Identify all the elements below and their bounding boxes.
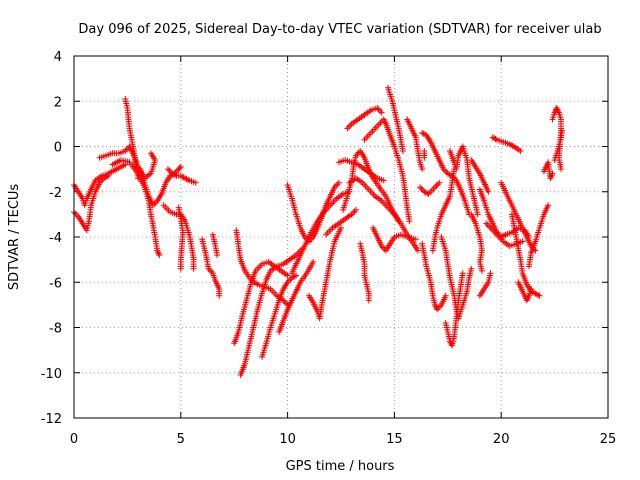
- data-point-track-15: [291, 273, 298, 280]
- data-point-track-03: [147, 150, 154, 157]
- data-point-track-17: [335, 179, 342, 186]
- x-tick-label-5: 5: [177, 432, 185, 447]
- data-point-track-38: [485, 188, 492, 195]
- data-point-track-41: [519, 238, 526, 245]
- data-point-track-22: [414, 247, 421, 254]
- y-tick-label-neg2: -2: [49, 186, 62, 201]
- data-point-track-07: [192, 179, 199, 186]
- data-point-track-07: [172, 172, 179, 179]
- data-point-track-50: [559, 127, 566, 134]
- x-tick-label-25: 25: [600, 432, 617, 447]
- data-point-track-49: [558, 166, 564, 173]
- data-point-track-39: [487, 270, 494, 277]
- y-tick-label-0: 0: [54, 141, 62, 156]
- x-tick-label-15: 15: [386, 432, 403, 447]
- data-point-track-45: [535, 292, 542, 299]
- chart-title: Day 096 of 2025, Sidereal Day-to-day VTE…: [78, 22, 601, 37]
- data-point-track-47: [545, 202, 552, 209]
- data-point-track-43: [517, 148, 524, 154]
- x-tick-label-0: 0: [70, 432, 78, 447]
- data-point-track-48: [549, 170, 556, 177]
- data-point-track-15: [293, 272, 300, 279]
- y-axis-label: SDTVAR / TECUs: [7, 184, 22, 291]
- data-point-track-10: [216, 292, 223, 299]
- data-marks: [71, 84, 566, 378]
- data-point-track-36: [436, 179, 443, 186]
- data-point-track-28: [365, 297, 372, 304]
- data-point-track-06: [176, 165, 183, 171]
- data-point-track-05: [156, 252, 163, 259]
- data-point-track-20: [353, 206, 359, 213]
- x-tick-label-20: 20: [493, 432, 510, 447]
- x-tick-label-10: 10: [279, 432, 296, 447]
- y-tick-label-neg4: -4: [49, 231, 62, 246]
- data-point-track-19: [338, 224, 344, 231]
- x-axis-label: GPS time / hours: [286, 459, 395, 474]
- data-point-track-37: [474, 211, 481, 218]
- data-point-track-27: [412, 236, 419, 243]
- plot-frame: [73, 55, 609, 419]
- y-tick-label-2: 2: [54, 95, 62, 110]
- data-point-track-11: [214, 252, 221, 259]
- data-point-track-25: [406, 218, 413, 225]
- y-tick-label-neg12: -12: [41, 412, 62, 427]
- data-point-track-42: [479, 267, 485, 274]
- data-point-track-07: [184, 176, 191, 183]
- data-point-track-16: [310, 258, 317, 265]
- data-point-track-08: [190, 265, 197, 272]
- data-point-track-30: [421, 148, 428, 154]
- data-point-track-29: [419, 166, 426, 173]
- data-point-track-32: [468, 265, 475, 272]
- data-point-track-06: [177, 163, 184, 170]
- data-point-track-23: [380, 177, 387, 184]
- y-tick-label-4: 4: [54, 50, 62, 65]
- y-tick-label-neg8: -8: [49, 322, 62, 337]
- data-point-track-09: [177, 265, 184, 272]
- data-point-track-43: [492, 136, 499, 142]
- y-tick-label-neg6: -6: [49, 276, 62, 291]
- y-tick-label-neg10: -10: [41, 367, 62, 382]
- data-point-track-45: [536, 292, 543, 299]
- data-point-track-46: [528, 286, 535, 292]
- data-point-track-13: [284, 272, 291, 279]
- data-point-track-26: [399, 148, 406, 154]
- data-point-track-33: [459, 270, 466, 277]
- data-point-track-31: [442, 292, 449, 299]
- data-point-track-24: [378, 109, 385, 116]
- data-point-track-36: [424, 190, 431, 197]
